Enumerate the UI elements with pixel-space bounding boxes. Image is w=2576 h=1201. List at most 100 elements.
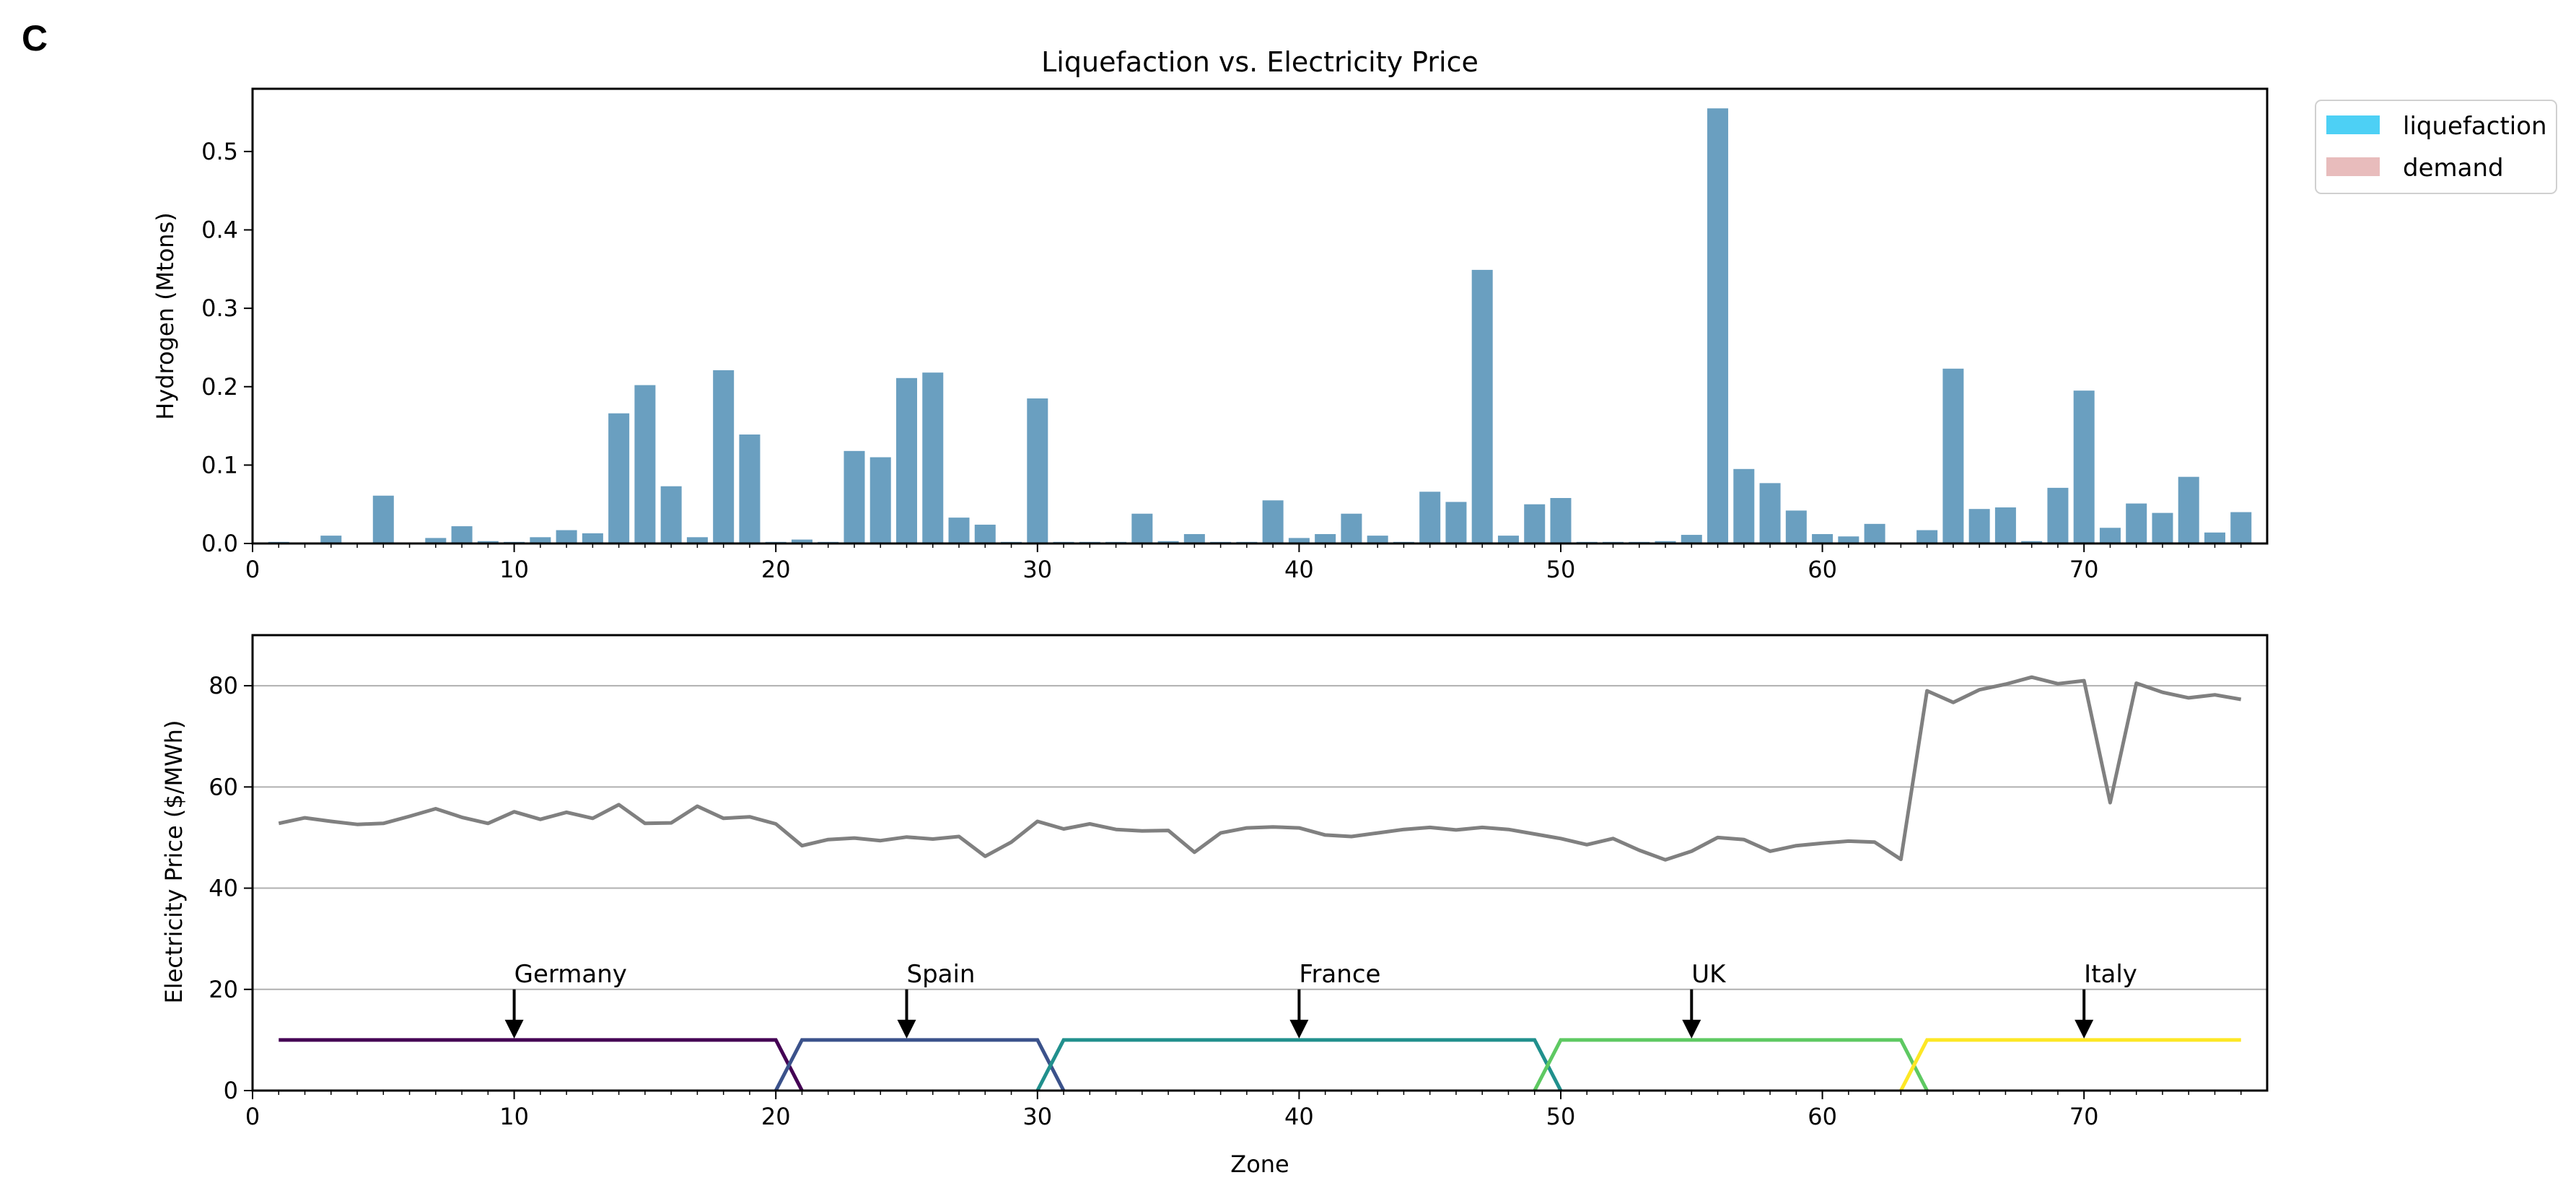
bar-zone-67 <box>1994 507 2016 543</box>
bar-zone-71 <box>2099 528 2121 543</box>
y-tick-label: 20 <box>209 976 238 1003</box>
annotation-label-uk: UK <box>1691 960 1727 989</box>
price-series <box>278 675 2242 862</box>
legend-label-liquefaction: liquefaction <box>2403 112 2547 141</box>
legend-swatch-demand <box>2326 157 2380 176</box>
x-tick-label: 30 <box>1022 1103 1052 1130</box>
y-tick-label: 0.0 <box>201 530 238 557</box>
y-axis-label: Hydrogen (Mtons) <box>152 212 179 419</box>
bar-zone-8 <box>451 526 473 543</box>
bar-zone-56 <box>1707 108 1729 544</box>
bar-series <box>268 108 2252 544</box>
bar-zone-35 <box>1157 541 1179 543</box>
bar-zone-58 <box>1759 483 1781 543</box>
y-tick-label: 60 <box>209 773 238 800</box>
legend: liquefaction demand <box>2315 100 2557 194</box>
bar-zone-28 <box>974 524 996 543</box>
bar-zone-40 <box>1288 538 1310 543</box>
bar-zone-68 <box>2021 541 2043 543</box>
bar-zone-70 <box>2073 390 2095 543</box>
bar-zone-66 <box>1968 509 1990 543</box>
bar-zone-3 <box>320 536 342 543</box>
y-tick-label: 0.5 <box>201 138 238 165</box>
panel-label: C <box>22 18 48 58</box>
x-tick-label: 10 <box>499 1103 529 1130</box>
x-tick-label: 50 <box>1546 556 1576 583</box>
chart-title: Liquefaction vs. Electricity Price <box>1041 46 1478 78</box>
annotation-arrow-head <box>1682 1019 1701 1039</box>
bar-zone-74 <box>2178 476 2199 543</box>
bar-zone-34 <box>1131 513 1153 543</box>
bar-zone-76 <box>2230 512 2252 543</box>
bar-zone-54 <box>1655 541 1676 543</box>
annotation-label-italy: Italy <box>2084 960 2137 989</box>
x-axis-ticks: 0 10 20 30 40 50 60 70 <box>245 1091 2242 1130</box>
x-tick-label: 10 <box>499 556 529 583</box>
annotation-label-spain: Spain <box>906 960 975 989</box>
x-axis-ticks: 0 10 20 30 40 50 60 70 <box>245 543 2242 583</box>
bar-zone-24 <box>869 457 891 543</box>
x-tick-label: 0 <box>245 1103 260 1130</box>
bar-zone-50 <box>1550 498 1572 543</box>
bar-zone-13 <box>582 533 603 543</box>
annotation-arrow-head <box>504 1019 524 1039</box>
bar-zone-25 <box>895 377 917 543</box>
region-france <box>1035 1038 1563 1092</box>
bar-zone-12 <box>556 530 577 543</box>
bar-zone-45 <box>1419 492 1441 543</box>
bar-zone-14 <box>608 413 630 543</box>
bar-zone-15 <box>634 385 656 543</box>
country-regions <box>279 1038 2241 1092</box>
bar-zone-59 <box>1785 510 1807 543</box>
annotation-arrow-head <box>2075 1019 2094 1039</box>
bar-zone-41 <box>1315 533 1336 543</box>
y-axis-ticks: 0.0 0.1 0.2 0.3 0.4 0.5 <box>201 138 253 557</box>
bar-zone-48 <box>1497 536 1519 543</box>
x-tick-label: 50 <box>1546 1103 1576 1130</box>
bar-zone-9 <box>477 541 499 543</box>
y-tick-label: 0.3 <box>201 294 238 322</box>
y-axis-label: Electricity Price ($/MWh) <box>160 720 188 1004</box>
x-tick-label: 20 <box>761 556 791 583</box>
bar-zone-36 <box>1183 533 1205 543</box>
bar-zone-46 <box>1445 502 1467 543</box>
bar-zone-39 <box>1262 500 1284 543</box>
bar-zone-75 <box>2204 532 2225 543</box>
bar-zone-7 <box>425 538 447 543</box>
y-tick-label: 0 <box>224 1077 238 1104</box>
bar-zone-65 <box>1942 368 1964 543</box>
bar-zone-27 <box>948 517 970 543</box>
x-tick-label: 70 <box>2069 556 2099 583</box>
region-spain <box>774 1038 1066 1092</box>
bar-zone-23 <box>844 450 865 543</box>
y-tick-label: 0.4 <box>201 217 238 244</box>
y-tick-label: 40 <box>209 875 238 902</box>
annotation-label-germany: Germany <box>514 960 627 989</box>
region-italy <box>1899 1038 2241 1092</box>
x-axis-label: Zone <box>1230 1150 1289 1178</box>
bar-zone-57 <box>1733 468 1755 543</box>
bar-zone-61 <box>1838 536 1859 543</box>
bar-zone-17 <box>686 537 708 543</box>
bar-zone-69 <box>2047 487 2069 543</box>
y-tick-label: 80 <box>209 672 238 699</box>
bar-zone-11 <box>530 537 551 543</box>
x-tick-label: 60 <box>1808 1103 1837 1130</box>
bar-zone-5 <box>372 495 394 543</box>
bar-zone-60 <box>1812 533 1834 543</box>
bar-zone-43 <box>1367 536 1388 543</box>
country-annotations: Germany Spain France UK Italy <box>504 960 2137 1039</box>
plot-frame <box>251 634 2269 1092</box>
annotation-arrow-head <box>1289 1019 1309 1039</box>
annotation-label-france: France <box>1299 960 1380 989</box>
x-tick-label: 70 <box>2069 1103 2099 1130</box>
y-tick-label: 0.2 <box>201 373 238 401</box>
bar-zone-55 <box>1681 535 1702 543</box>
x-tick-label: 60 <box>1808 556 1837 583</box>
bar-zone-72 <box>2126 503 2147 543</box>
bar-zone-19 <box>739 434 761 543</box>
x-tick-label: 40 <box>1284 1103 1314 1130</box>
region-germany <box>279 1038 804 1092</box>
x-tick-label: 0 <box>245 556 260 583</box>
